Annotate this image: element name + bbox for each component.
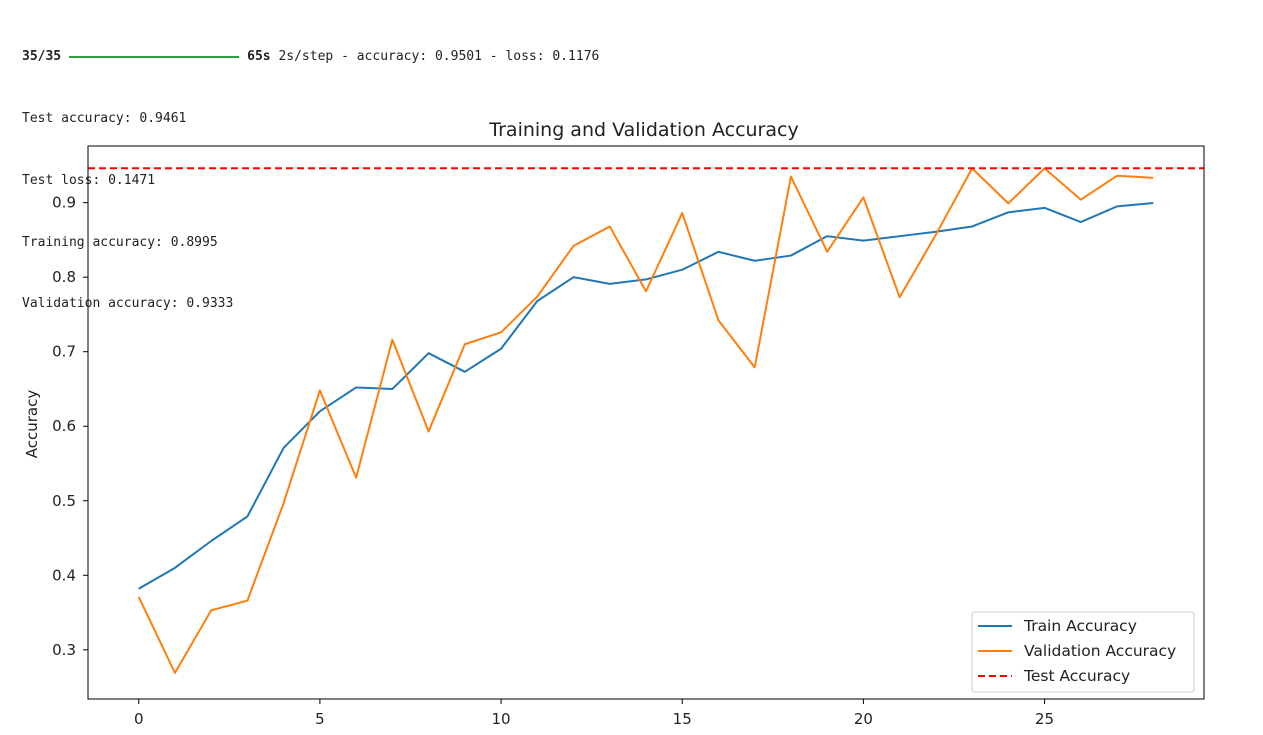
legend-box bbox=[971, 611, 1195, 693]
y-axis-label: Accuracy bbox=[23, 390, 41, 459]
y-tick-label: 0.8 bbox=[52, 268, 76, 286]
plot-area: 0 5 10 15 20 25 0.3 0.4 0.5 0.6 0.7 0.8 0.9 bbox=[52, 145, 1205, 728]
x-tick-label: 10 bbox=[492, 710, 511, 728]
x-tick-label: 25 bbox=[1035, 710, 1054, 728]
y-tick-label: 0.5 bbox=[52, 492, 76, 510]
chart-title: Training and Validation Accuracy bbox=[488, 119, 798, 141]
legend: Train Accuracy Validation Accuracy Test Ac… bbox=[971, 611, 1195, 693]
elapsed-time: 65s bbox=[247, 49, 271, 65]
legend-label-test-accuracy: Test Accuracy bbox=[1023, 667, 1130, 685]
x-tick-label: 0 bbox=[134, 710, 144, 728]
console-line-test-accuracy: Test accuracy: 0.9461 bbox=[22, 110, 187, 126]
y-tick-label: 0.9 bbox=[52, 194, 76, 212]
legend-label-validation-accuracy: Validation Accuracy bbox=[1024, 642, 1176, 660]
step-metrics: 2s/step - accuracy: 0.9501 - loss: 0.117… bbox=[270, 49, 600, 65]
progress-bar bbox=[69, 56, 240, 59]
legend-label-train-accuracy: Train Accuracy bbox=[1023, 617, 1137, 635]
console-line-training-accuracy: Training accuracy: 0.8995 bbox=[22, 234, 218, 250]
y-tick-label: 0.7 bbox=[52, 343, 76, 361]
y-tick-label: 0.6 bbox=[52, 417, 76, 435]
y-tick-label: 0.4 bbox=[52, 566, 76, 584]
x-tick-label: 20 bbox=[854, 710, 873, 728]
console-line-test-loss: Test loss: 0.1471 bbox=[22, 172, 156, 188]
x-tick-label: 15 bbox=[673, 710, 692, 728]
step-count: 35/35 bbox=[22, 49, 62, 65]
validation-accuracy-line bbox=[137, 167, 1154, 674]
y-tick-label: 0.3 bbox=[52, 641, 76, 659]
progress-line: 35/35 65s 2s/step - accuracy: 0.9501 - l… bbox=[22, 47, 599, 68]
console-line-validation-accuracy: Validation accuracy: 0.9333 bbox=[22, 296, 234, 312]
console-output: 35/35 65s 2s/step - accuracy: 0.9501 - l… bbox=[22, 6, 599, 336]
train-accuracy-line bbox=[138, 202, 1154, 590]
plot-frame bbox=[87, 145, 1205, 700]
x-tick-label: 5 bbox=[315, 710, 325, 728]
